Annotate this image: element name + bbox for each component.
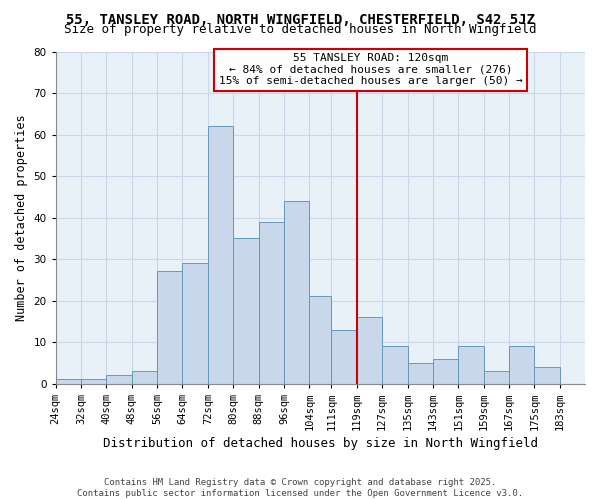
Bar xyxy=(458,346,484,384)
Bar xyxy=(407,363,433,384)
Text: Size of property relative to detached houses in North Wingfield: Size of property relative to detached ho… xyxy=(64,22,536,36)
Bar xyxy=(56,380,81,384)
Bar xyxy=(233,238,259,384)
Text: 55 TANSLEY ROAD: 120sqm
← 84% of detached houses are smaller (276)
15% of semi-d: 55 TANSLEY ROAD: 120sqm ← 84% of detache… xyxy=(219,53,523,86)
X-axis label: Distribution of detached houses by size in North Wingfield: Distribution of detached houses by size … xyxy=(103,437,538,450)
Bar xyxy=(259,222,284,384)
Bar xyxy=(331,330,357,384)
Bar xyxy=(157,272,182,384)
Text: Contains HM Land Registry data © Crown copyright and database right 2025.
Contai: Contains HM Land Registry data © Crown c… xyxy=(77,478,523,498)
Text: 55, TANSLEY ROAD, NORTH WINGFIELD, CHESTERFIELD, S42 5JZ: 55, TANSLEY ROAD, NORTH WINGFIELD, CHEST… xyxy=(65,12,535,26)
Bar xyxy=(484,371,509,384)
Bar xyxy=(284,201,309,384)
Bar xyxy=(132,371,157,384)
Bar xyxy=(81,380,106,384)
Bar xyxy=(309,296,331,384)
Bar xyxy=(382,346,407,384)
Bar xyxy=(433,358,458,384)
Bar xyxy=(208,126,233,384)
Y-axis label: Number of detached properties: Number of detached properties xyxy=(15,114,28,321)
Bar xyxy=(509,346,534,384)
Bar xyxy=(357,317,382,384)
Bar xyxy=(106,375,132,384)
Bar xyxy=(534,367,560,384)
Bar xyxy=(182,263,208,384)
